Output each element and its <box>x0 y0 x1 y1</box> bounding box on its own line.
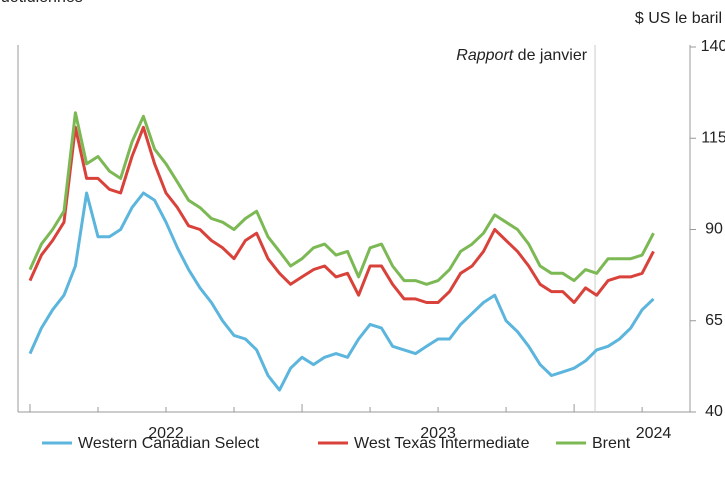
x-tick-label: 2024 <box>636 425 672 442</box>
series-line <box>28 111 655 286</box>
y-tick-label: 90 <box>705 221 723 238</box>
x-tick-label: 2022 <box>148 425 184 442</box>
y-tick-label: 65 <box>705 312 723 329</box>
y-tick-label: 40 <box>705 403 723 420</box>
annotation-text: de janvier <box>518 47 588 64</box>
legend-label: Western Canadian Select <box>78 435 260 452</box>
y-tick-label: 140 <box>701 38 725 55</box>
x-tick-label: 2023 <box>420 425 456 442</box>
annotation: Rapport de janvier <box>456 47 587 64</box>
series-line <box>28 125 655 304</box>
series-line <box>28 191 655 392</box>
chart-subtitle: quotidiennes <box>0 0 83 6</box>
legend-label: Brent <box>592 435 631 452</box>
y-axis-label: $ US le baril <box>635 10 722 27</box>
legend-label: West Texas Intermediate <box>354 435 530 452</box>
y-tick-label: 115 <box>701 129 725 146</box>
annotation-emphasis: Rapport <box>456 47 513 64</box>
